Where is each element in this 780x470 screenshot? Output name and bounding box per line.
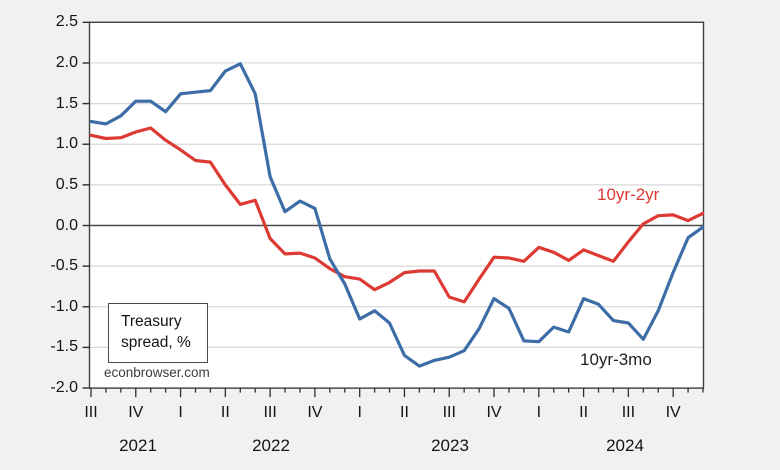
y-tick-label: 1.0 <box>55 135 78 153</box>
x-quarter-label: II <box>220 404 230 421</box>
y-tick-label: -1.5 <box>50 338 78 356</box>
y-tick-label: 1.5 <box>55 94 78 112</box>
series-label-10yr-3mo: 10yr-3mo <box>580 350 652 369</box>
x-year-label: 2022 <box>252 436 290 455</box>
note-box-line2: spread, % <box>121 334 191 351</box>
x-quarter-label: IV <box>665 404 681 421</box>
y-tick-label: 0.5 <box>55 175 78 193</box>
x-quarter-label: II <box>579 404 589 421</box>
watermark: econbrowser.com <box>104 365 210 380</box>
y-tick-label: 2.0 <box>55 53 78 71</box>
series-line-10yr-2yr <box>89 126 704 304</box>
plot-frame <box>88 21 705 389</box>
x-quarter-label: II <box>400 404 409 421</box>
y-tick-label: 2.5 <box>55 13 78 31</box>
note-box-line1: Treasury <box>121 313 182 330</box>
x-quarter-label: III <box>263 404 277 421</box>
y-tick-label: -1.0 <box>50 297 78 315</box>
x-quarter-label: IV <box>128 404 144 421</box>
y-tick-label: -0.5 <box>50 257 78 275</box>
x-quarter-label: III <box>84 404 98 421</box>
x-quarter-label: I <box>357 404 362 421</box>
x-quarter-label: IV <box>486 404 502 421</box>
x-quarter-label: I <box>536 404 542 421</box>
x-quarter-label: III <box>442 404 456 421</box>
series-line-10yr-3mo <box>89 62 704 368</box>
x-year-label: 2023 <box>431 436 469 455</box>
x-year-label: 2024 <box>606 436 644 455</box>
x-quarter-label: IV <box>307 404 323 421</box>
x-quarter-label: I <box>178 404 183 421</box>
y-tick-label: -2.0 <box>50 379 78 397</box>
note-box: Treasury spread, % <box>108 303 208 363</box>
x-year-label: 2021 <box>119 436 157 455</box>
x-quarter-label: III <box>621 404 636 421</box>
y-tick-label: 0.0 <box>55 216 78 234</box>
series-label-10yr-2yr: 10yr-2yr <box>597 185 660 204</box>
